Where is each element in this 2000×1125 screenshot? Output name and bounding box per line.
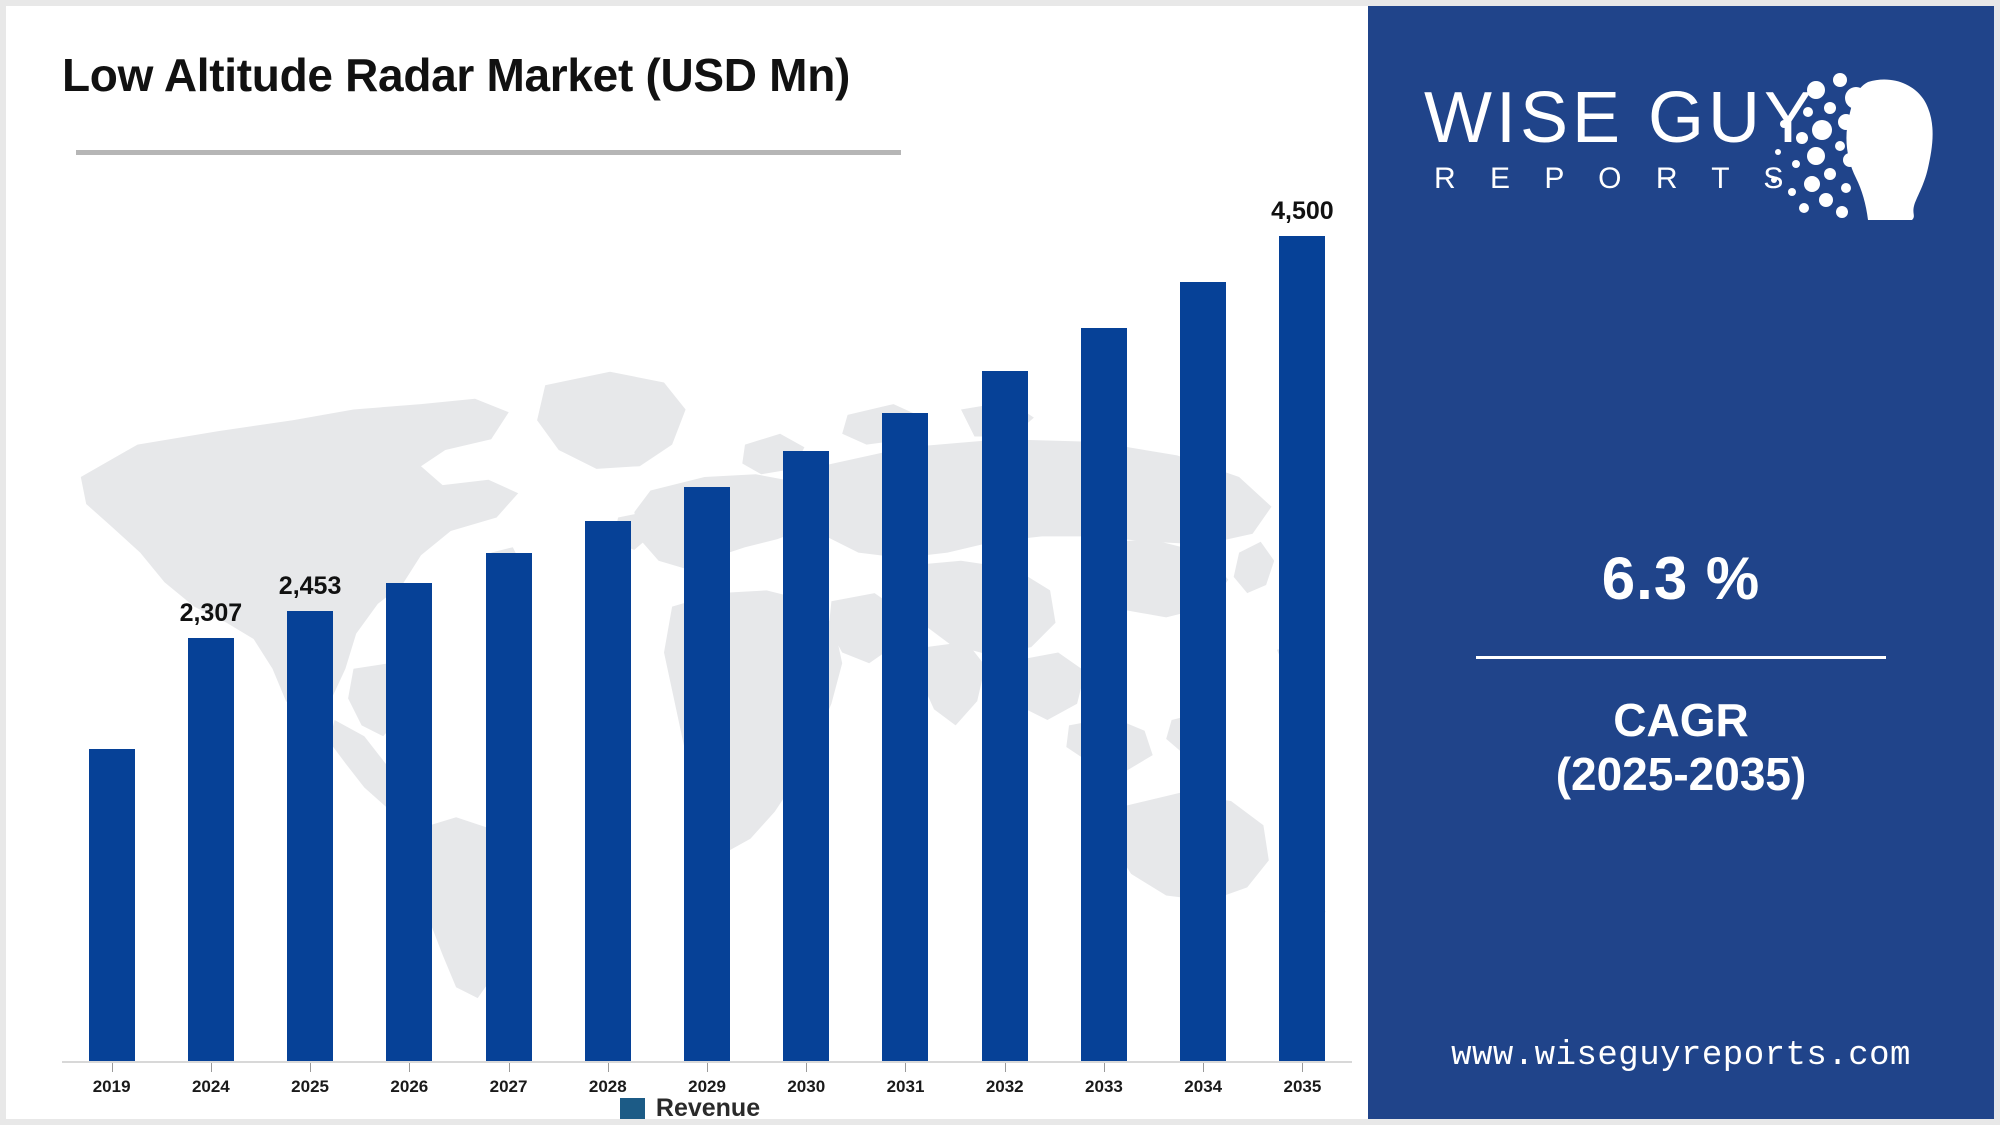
page-title: Low Altitude Radar Market (USD Mn) bbox=[62, 49, 851, 101]
bar[interactable] bbox=[783, 450, 830, 1061]
bar[interactable] bbox=[386, 582, 433, 1061]
bar-slot bbox=[62, 236, 161, 1061]
bar-value-label: 4,500 bbox=[1271, 197, 1334, 225]
x-axis-line bbox=[62, 1061, 1352, 1063]
bar[interactable] bbox=[1180, 282, 1227, 1061]
x-tick: 2024 bbox=[161, 1063, 260, 1097]
x-tick: 2027 bbox=[459, 1063, 558, 1097]
bar-slot: 2,307 bbox=[161, 236, 260, 1061]
bar-value-label: 2,307 bbox=[179, 598, 243, 627]
bar[interactable] bbox=[287, 611, 334, 1061]
bar-slot bbox=[657, 236, 756, 1061]
bar[interactable] bbox=[584, 520, 631, 1061]
bar[interactable] bbox=[1279, 236, 1326, 1061]
website-url[interactable]: www.wiseguyreports.com bbox=[1451, 1037, 1911, 1075]
bar-slot bbox=[1154, 236, 1253, 1061]
x-tick: 2034 bbox=[1154, 1063, 1253, 1097]
bar[interactable] bbox=[88, 749, 135, 1061]
x-tick: 2026 bbox=[360, 1063, 459, 1097]
bar-series: 2,307 2,453 bbox=[62, 197, 1352, 1061]
bar-slot bbox=[856, 236, 955, 1061]
wiseguy-reports-logo-icon: WISE GUY R E P O R T S bbox=[1424, 73, 1933, 220]
x-tick: 2035 bbox=[1253, 1063, 1352, 1097]
bar-slot bbox=[757, 236, 856, 1061]
bar[interactable] bbox=[684, 486, 731, 1061]
bar[interactable] bbox=[485, 552, 532, 1061]
bar[interactable] bbox=[882, 412, 929, 1061]
bar-slot: 2,453 bbox=[260, 236, 359, 1061]
x-tick: 2030 bbox=[757, 1063, 856, 1097]
legend-swatch-icon bbox=[619, 1098, 645, 1119]
x-tick: 2031 bbox=[856, 1063, 955, 1097]
x-tick: 2025 bbox=[260, 1063, 359, 1097]
cagr-divider bbox=[1476, 656, 1886, 659]
x-tick: 2029 bbox=[657, 1063, 756, 1097]
cagr-label: CAGR bbox=[1613, 694, 1749, 746]
legend-label: Revenue bbox=[655, 1094, 761, 1119]
cagr-value: 6.3 % bbox=[1601, 545, 1761, 612]
bar-value-label: 2,453 bbox=[278, 572, 342, 601]
title-divider bbox=[76, 150, 901, 155]
svg-text:R E P O R T S: R E P O R T S bbox=[1434, 162, 1796, 195]
x-tick: 2033 bbox=[1054, 1063, 1153, 1097]
bar-slot: 4,500 bbox=[1253, 197, 1352, 1061]
bar-slot bbox=[360, 236, 459, 1061]
bar-slot bbox=[1054, 236, 1153, 1061]
bar-slot bbox=[955, 236, 1054, 1061]
bar[interactable] bbox=[1080, 327, 1127, 1061]
bar[interactable] bbox=[187, 637, 234, 1061]
cagr-period: (2025-2035) bbox=[1555, 748, 1807, 801]
brand-panel: WISE GUY R E P O R T S bbox=[1368, 6, 1994, 1119]
plot-area: 2,307 2,453 bbox=[62, 197, 1352, 1061]
chart-legend: Revenue bbox=[6, 1094, 1374, 1119]
chart-panel: Low Altitude Radar Market (USD Mn) bbox=[6, 6, 1374, 1119]
x-tick: 2032 bbox=[955, 1063, 1054, 1097]
bar-slot bbox=[459, 236, 558, 1061]
x-axis-tick-labels: 2019 2024 2025 2026 2027 2028 2029 2030 … bbox=[62, 1063, 1352, 1097]
brand-logo: WISE GUY R E P O R T S bbox=[1368, 64, 1994, 224]
bar[interactable] bbox=[981, 371, 1028, 1061]
x-tick: 2019 bbox=[62, 1063, 161, 1097]
x-tick: 2028 bbox=[558, 1063, 657, 1097]
cagr-block: 6.3 % CAGR (2025-2035) bbox=[1368, 546, 1994, 802]
svg-text:WISE GUY: WISE GUY bbox=[1424, 78, 1816, 158]
bar-slot bbox=[558, 236, 657, 1061]
